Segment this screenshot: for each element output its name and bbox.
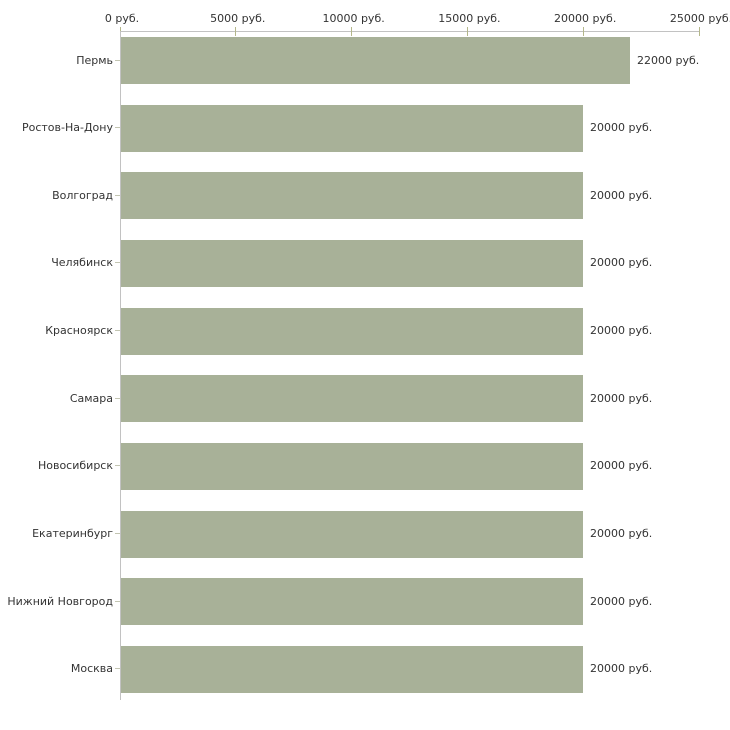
bar: [121, 37, 630, 84]
x-tick-label: 15000 руб.: [438, 12, 501, 25]
value-label: 20000 руб.: [590, 594, 653, 608]
category-label: Пермь: [76, 53, 113, 67]
x-tick-mark: [351, 27, 353, 36]
category-label: Новосибирск: [37, 459, 113, 473]
value-label: 20000 руб.: [590, 121, 653, 135]
bar: [121, 375, 583, 423]
value-label: 20000 руб.: [590, 256, 653, 270]
category-label: Красноярск: [45, 324, 113, 338]
x-axis-line: [120, 31, 699, 32]
value-label: 20000 руб.: [590, 459, 653, 473]
category-tick-mark: [115, 668, 120, 670]
category-tick-mark: [115, 330, 120, 332]
category-tick-mark: [115, 194, 120, 196]
category-label: Нижний Новгород: [7, 594, 113, 608]
category-tick-mark: [115, 600, 120, 602]
bar: [121, 104, 583, 152]
x-tick-label: 0 руб.: [104, 12, 140, 25]
category-tick-mark: [115, 59, 120, 61]
bar: [121, 239, 583, 287]
x-tick-label: 20000 руб.: [554, 12, 617, 25]
bar: [121, 172, 583, 220]
value-label: 20000 руб.: [590, 391, 653, 405]
bar: [121, 307, 583, 355]
category-label: Екатеринбург: [32, 527, 113, 541]
category-tick-mark: [115, 397, 120, 399]
x-tick-label: 5000 руб.: [210, 12, 266, 25]
category-label: Самара: [69, 391, 113, 405]
category-label: Челябинск: [51, 256, 113, 270]
x-tick-mark: [466, 27, 468, 36]
category-tick-mark: [115, 465, 120, 467]
category-tick-mark: [115, 262, 120, 264]
category-label: Ростов-На-Дону: [21, 121, 113, 135]
x-tick-label: 25000 руб.: [669, 12, 730, 25]
x-tick-label: 10000 руб.: [322, 12, 385, 25]
x-tick-mark: [582, 27, 584, 36]
category-tick-mark: [115, 533, 120, 535]
value-label: 20000 руб.: [590, 188, 653, 202]
category-label: Москва: [70, 662, 113, 676]
value-label: 20000 руб.: [590, 662, 653, 676]
bar: [121, 645, 583, 693]
y-axis-line: [120, 31, 121, 700]
value-label: 20000 руб.: [590, 527, 653, 541]
bar: [121, 510, 583, 558]
category-tick-mark: [115, 127, 120, 129]
value-label: 20000 руб.: [590, 324, 653, 338]
category-label: Волгоград: [52, 188, 113, 202]
bar: [121, 578, 583, 626]
bar: [121, 442, 583, 490]
x-tick-mark: [235, 27, 237, 36]
x-tick-mark: [698, 27, 700, 36]
value-label: 22000 руб.: [637, 53, 700, 67]
